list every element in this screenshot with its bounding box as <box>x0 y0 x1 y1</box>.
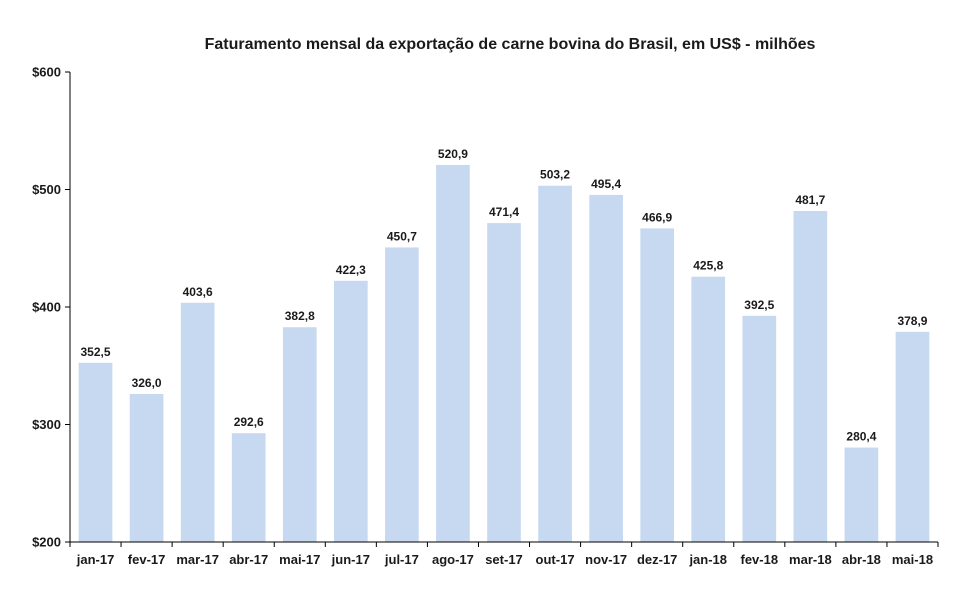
bar <box>282 327 317 542</box>
y-tick-label: $400 <box>32 300 61 315</box>
bar <box>180 302 215 542</box>
bar <box>589 194 623 542</box>
bar <box>538 185 572 543</box>
data-label: 450,7 <box>387 229 417 243</box>
data-label: 503,2 <box>540 168 570 182</box>
bars <box>78 164 930 543</box>
data-label: 392,5 <box>744 298 774 312</box>
x-tick-label: fev-18 <box>741 552 779 567</box>
bar <box>385 247 419 543</box>
x-tick-label: out-17 <box>536 552 575 567</box>
y-tick-label: $300 <box>32 417 61 432</box>
x-tick-label: mar-18 <box>789 552 832 567</box>
bar <box>895 331 930 542</box>
x-tick-label: mar-17 <box>176 552 219 567</box>
x-tick-label: jul-17 <box>384 552 419 567</box>
chart-title: Faturamento mensal da exportação de carn… <box>205 36 816 53</box>
y-tick-label: $200 <box>32 535 61 550</box>
bar <box>436 164 470 542</box>
bar <box>640 228 675 542</box>
data-label: 352,5 <box>81 345 111 359</box>
bar <box>231 433 266 542</box>
x-tick-label: ago-17 <box>432 552 474 567</box>
x-tick-label: jun-17 <box>331 552 370 567</box>
data-label: 520,9 <box>438 147 468 161</box>
bar <box>129 393 164 542</box>
x-tick-label: abr-17 <box>229 552 268 567</box>
x-tick-label: mai-17 <box>279 552 320 567</box>
data-label: 403,6 <box>183 285 213 299</box>
x-tick-label: nov-17 <box>585 552 627 567</box>
bar <box>487 223 521 543</box>
bar <box>742 315 777 542</box>
data-label: 378,9 <box>897 314 927 328</box>
bar <box>793 211 828 542</box>
bar <box>78 362 113 542</box>
x-axis: jan-17 fev-17 mar-17 abr-17 mai-17 jun-17 jul-… <box>69 541 939 567</box>
x-tick-label: fev-17 <box>128 552 166 567</box>
x-tick-label: abr-18 <box>842 552 881 567</box>
y-tick-label: $600 <box>32 65 61 80</box>
bar <box>333 280 368 542</box>
x-tick-label: jan-17 <box>76 552 115 567</box>
y-tick-label: $500 <box>32 182 61 197</box>
data-label: 292,6 <box>234 415 264 429</box>
data-label: 466,9 <box>642 210 672 224</box>
bar <box>691 276 726 542</box>
data-label: 481,7 <box>795 193 825 207</box>
data-label: 326,0 <box>132 376 162 390</box>
x-tick-label: set-17 <box>485 552 523 567</box>
data-labels: 352,5 326,0 403,6 292,6 382,8 422,3 450,7 520,9… <box>81 147 928 444</box>
data-label: 495,4 <box>591 177 621 191</box>
data-label: 280,4 <box>846 430 876 444</box>
y-axis: $200 $300 $400 $500 $600 <box>32 65 71 550</box>
x-tick-label: jan-18 <box>688 552 727 567</box>
data-label: 425,8 <box>693 259 723 273</box>
data-label: 471,4 <box>489 205 519 219</box>
x-tick-label: mai-18 <box>892 552 933 567</box>
bar <box>844 447 879 542</box>
x-tick-label: dez-17 <box>637 552 677 567</box>
data-label: 422,3 <box>336 263 366 277</box>
data-label: 382,8 <box>285 309 315 323</box>
